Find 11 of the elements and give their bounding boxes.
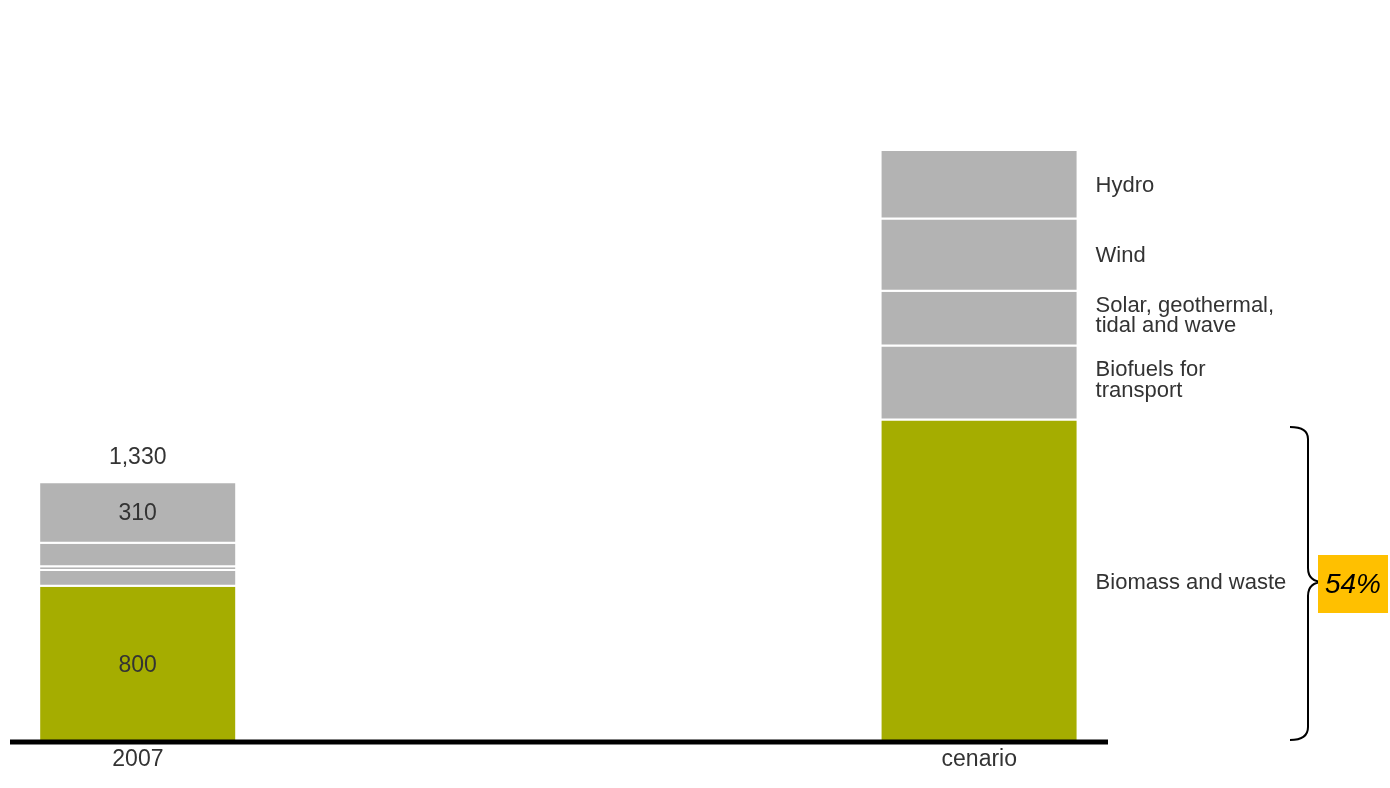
- series-label: Wind: [1095, 242, 1146, 268]
- text: 54%: [1318, 555, 1388, 613]
- data-label: 800: [118, 650, 157, 677]
- data-label: 310: [118, 499, 157, 526]
- series-label: Biomass and waste: [1095, 568, 1287, 594]
- series-label: Solar, geothermal, tidal and wave: [1095, 291, 1275, 338]
- x-tick-label: cenario: [941, 745, 1017, 772]
- series-label: Biofuels for transport: [1095, 356, 1206, 402]
- total-label: 1,330: [108, 443, 167, 470]
- x-tick-label: 2007: [112, 745, 164, 772]
- series-label: Hydro: [1095, 171, 1155, 197]
